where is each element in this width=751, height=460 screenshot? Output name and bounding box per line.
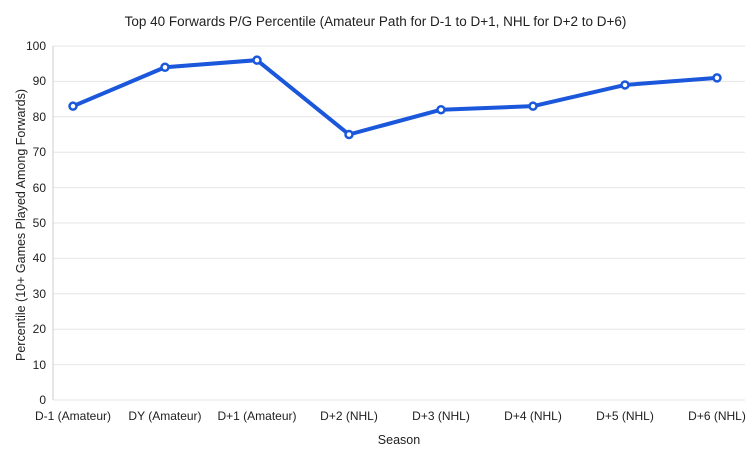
x-tick-label: D+4 (NHL) — [504, 409, 562, 423]
series-line — [71, 58, 719, 137]
y-tick-label: 40 — [32, 251, 46, 266]
x-tick-label: D-1 (Amateur) — [34, 409, 111, 423]
chart-title: Top 40 Forwards P/G Percentile (Amateur … — [124, 14, 627, 29]
y-tick-label: 60 — [32, 180, 46, 195]
y-tick-label: 10 — [32, 357, 46, 372]
y-tick-label: 90 — [32, 74, 46, 89]
data-point-marker — [344, 129, 354, 140]
data-point-marker — [620, 80, 630, 90]
data-point-marker — [528, 101, 538, 111]
y-tick-label: 100 — [25, 39, 46, 53]
x-axis-title: Season — [377, 433, 421, 447]
data-point-marker — [160, 62, 170, 72]
x-tick-label: D+1 (Amateur) — [217, 409, 297, 423]
data-point-marker — [252, 55, 262, 65]
x-tick-label: D+3 (NHL) — [412, 409, 470, 423]
x-tick-label: D+5 (NHL) — [596, 409, 654, 423]
data-point-marker — [436, 104, 446, 115]
x-tick-label: D+2 (NHL) — [320, 409, 378, 423]
data-point-marker — [712, 73, 722, 83]
y-tick-label: 70 — [32, 145, 46, 160]
y-tick-label: 80 — [32, 109, 46, 124]
y-tick-label: 0 — [39, 393, 46, 407]
y-tick-label: 20 — [32, 322, 46, 337]
x-tick-label: D+6 (NHL) — [688, 409, 746, 423]
x-tick-label: DY (Amateur) — [128, 409, 202, 423]
y-tick-label: 30 — [32, 286, 46, 301]
y-tick-label: 50 — [32, 216, 46, 230]
data-point-marker — [68, 101, 78, 111]
